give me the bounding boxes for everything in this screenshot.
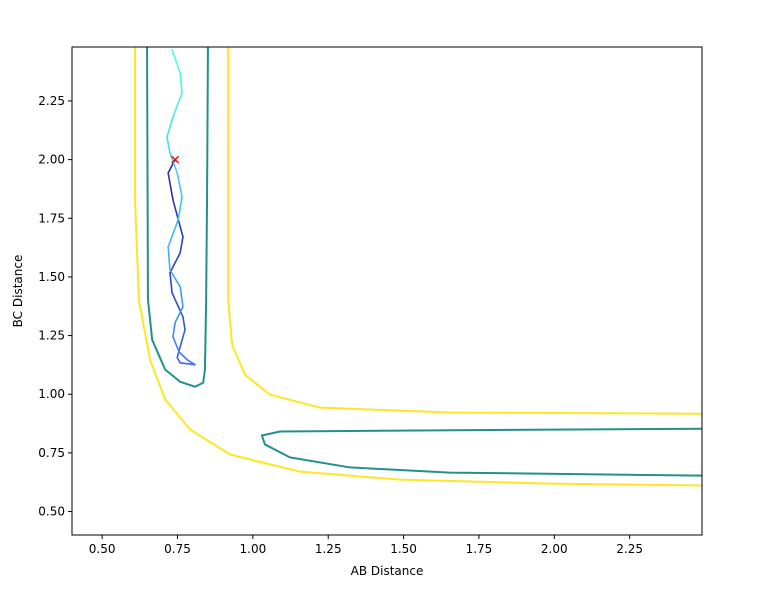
y-axis: 0.50 0.75 1.00 1.25 1.50 1.75 2.00 2.25 xyxy=(38,94,72,519)
x-tick-label: 2.25 xyxy=(616,542,643,556)
y-tick-label: 1.75 xyxy=(38,211,65,225)
contour-line-1 xyxy=(227,47,702,415)
trajectory-segment xyxy=(172,92,183,118)
contour-line-2 xyxy=(146,47,209,388)
x-tick-label: 2.00 xyxy=(541,542,568,556)
y-tick-label: 1.50 xyxy=(38,270,65,284)
trajectory-segment xyxy=(167,246,171,271)
x-tick-label: 1.25 xyxy=(315,542,342,556)
trajectory-segment xyxy=(169,251,182,274)
trajectory-segment xyxy=(172,321,176,338)
trajectory-segment xyxy=(178,350,188,361)
y-tick-label: 1.25 xyxy=(38,329,65,343)
x-axis: 0.50 0.75 1.00 1.25 1.50 1.75 2.00 2.25 xyxy=(89,535,643,556)
y-axis-label: BC Distance xyxy=(11,255,25,328)
trajectory-segment xyxy=(169,271,173,294)
trajectory-segment xyxy=(179,72,183,94)
trajectory-segment xyxy=(171,292,184,318)
x-tick-label: 0.50 xyxy=(89,542,116,556)
trajectory-segment xyxy=(174,305,184,324)
y-tick-label: 0.50 xyxy=(38,505,65,519)
plot-area xyxy=(134,47,702,487)
start-marker xyxy=(171,155,180,164)
y-tick-label: 0.75 xyxy=(38,446,65,460)
trajectory-segment xyxy=(172,335,180,353)
x-tick-label: 0.75 xyxy=(164,542,191,556)
trajectory-segment xyxy=(167,172,174,201)
trajectory-segment xyxy=(171,49,182,74)
trajectory-segment xyxy=(179,328,186,348)
trajectory-segment xyxy=(169,152,179,174)
trajectory-segment xyxy=(167,219,179,248)
y-tick-label: 2.25 xyxy=(38,94,65,108)
x-tick-label: 1.50 xyxy=(390,542,417,556)
trajectory-segment xyxy=(166,116,174,138)
y-tick-label: 1.00 xyxy=(38,387,65,401)
contour-line-0 xyxy=(134,47,702,487)
trajectory-segment xyxy=(176,356,182,364)
x-tick-label: 1.75 xyxy=(466,542,493,556)
trajectory-segment xyxy=(177,196,183,221)
axes-frame xyxy=(71,46,703,536)
trajectory-segment xyxy=(179,236,184,254)
contour-line-3 xyxy=(260,427,702,477)
trajectory-segment xyxy=(182,316,186,331)
trajectory-segment xyxy=(166,136,171,154)
x-tick-label: 1.00 xyxy=(240,542,267,556)
trajectory-segment xyxy=(186,358,196,366)
trajectory-segment xyxy=(179,361,196,366)
y-tick-label: 2.00 xyxy=(38,153,65,167)
x-axis-label: AB Distance xyxy=(351,564,424,578)
trajectory-segment xyxy=(176,172,183,198)
trajectory-segment xyxy=(169,269,182,288)
trajectory-segment xyxy=(179,285,184,308)
